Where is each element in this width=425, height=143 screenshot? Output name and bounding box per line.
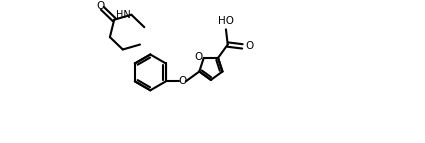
Text: HN: HN bbox=[116, 10, 130, 20]
Text: O: O bbox=[245, 41, 254, 51]
Text: O: O bbox=[195, 52, 203, 62]
Text: O: O bbox=[178, 76, 187, 86]
Text: O: O bbox=[96, 1, 104, 11]
Text: HO: HO bbox=[218, 16, 234, 26]
